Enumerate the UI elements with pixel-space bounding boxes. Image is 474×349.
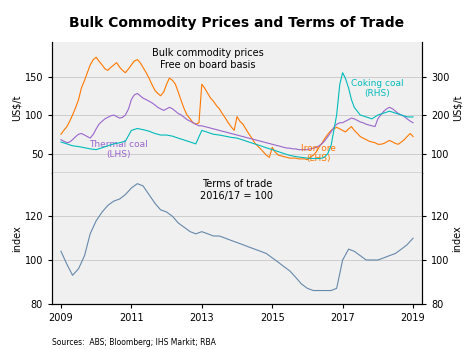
Y-axis label: index: index	[12, 225, 22, 252]
Text: Thermal coal
(LHS): Thermal coal (LHS)	[89, 140, 148, 159]
Text: Iron ore
(LHS): Iron ore (LHS)	[301, 144, 336, 163]
Text: Sources:  ABS; Bloomberg; IHS Markit; RBA: Sources: ABS; Bloomberg; IHS Markit; RBA	[52, 338, 216, 347]
Text: Coking coal
(RHS): Coking coal (RHS)	[351, 79, 404, 98]
Text: Bulk Commodity Prices and Terms of Trade: Bulk Commodity Prices and Terms of Trade	[69, 16, 405, 30]
Y-axis label: US$/t: US$/t	[12, 94, 22, 120]
Y-axis label: US$/t: US$/t	[452, 94, 462, 120]
Text: Bulk commodity prices
Free on board basis: Bulk commodity prices Free on board basi…	[152, 49, 263, 70]
Text: Terms of trade
2016/17 = 100: Terms of trade 2016/17 = 100	[201, 179, 273, 201]
Y-axis label: index: index	[452, 225, 462, 252]
